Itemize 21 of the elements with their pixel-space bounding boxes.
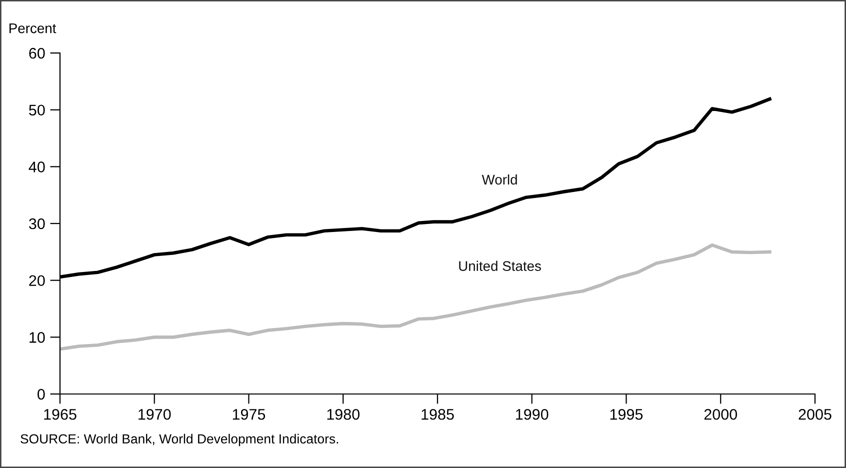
y-tick-label: 0 — [38, 388, 45, 400]
line-series — [60, 243, 772, 351]
x-tick-label: 1975 — [232, 408, 266, 420]
x-tick-label: 1985 — [422, 408, 454, 420]
series-label: United States — [459, 260, 541, 271]
y-tick-label: 60 — [29, 48, 45, 59]
x-tick-label: 1970 — [138, 408, 171, 420]
y-axis-title: Percent — [10, 24, 56, 34]
x-tick-label: 1990 — [516, 408, 548, 420]
source-note: SOURCE: World Bank, World Development Indicators. — [20, 434, 338, 446]
x-tick-label: 2005 — [798, 408, 832, 420]
y-tick-label: 40 — [28, 162, 45, 172]
x-tick-label: 1995 — [610, 408, 643, 420]
x-tick-label: 2000 — [704, 408, 738, 420]
x-tick-label: 1980 — [327, 408, 360, 420]
x-tick-label: 1965 — [44, 408, 76, 420]
y-tick-label: 20 — [29, 275, 45, 286]
y-tick-label: 30 — [29, 218, 45, 230]
y-tick-label: 10 — [30, 332, 45, 343]
y-tick-label: 50 — [29, 104, 45, 116]
series-label: World — [482, 174, 517, 185]
